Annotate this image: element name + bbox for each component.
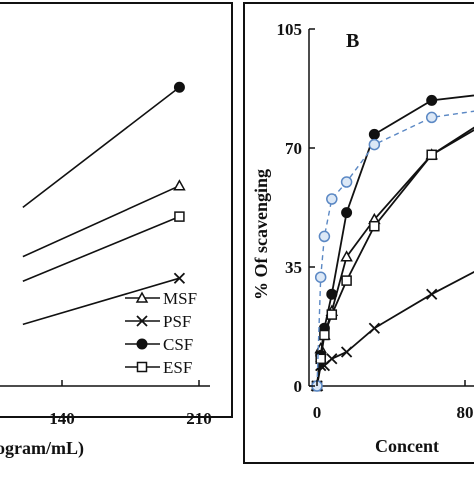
panel-b-y-tick-70: 70 bbox=[285, 139, 302, 158]
panel-a-point-psf bbox=[173, 272, 186, 284]
panel-b-y-tick-35: 35 bbox=[285, 258, 302, 277]
panel-b-point-psf-3 bbox=[326, 353, 338, 365]
panel-a-line-msf bbox=[22, 185, 180, 258]
panel-b-point-csf-3 bbox=[326, 288, 338, 300]
panel-b-point-standard-2 bbox=[318, 230, 331, 243]
panel-a-x-tick-210: 210 bbox=[186, 409, 212, 428]
panel-b-line-msf bbox=[316, 126, 474, 387]
panel-b-point-esf-3 bbox=[326, 309, 338, 320]
panel-b-line-psf bbox=[316, 270, 474, 387]
panel-b-ticks: 0 35 70 105 0 80 bbox=[277, 20, 474, 422]
panel-b-point-standard-4 bbox=[340, 176, 353, 188]
panel-b-y-axis-title: % Of scavenging bbox=[251, 169, 271, 300]
panel-b-plot bbox=[310, 94, 474, 392]
panel-b-point-csf-5 bbox=[368, 128, 380, 140]
panel-b-point-esf-1 bbox=[315, 353, 326, 365]
panel-a-line-esf bbox=[22, 215, 180, 283]
panel-b-line-esf bbox=[316, 129, 474, 387]
panel-b-x-tick-80: 80 bbox=[457, 403, 474, 422]
legend-label-esf: ESF bbox=[163, 358, 192, 377]
legend-item-csf: CSF bbox=[125, 335, 193, 354]
legend-label-psf: PSF bbox=[163, 312, 191, 331]
panel-b-point-standard-5 bbox=[368, 138, 381, 151]
legend-marker-csf bbox=[136, 338, 148, 350]
legend-item-esf: ESF bbox=[125, 358, 192, 377]
panel-a-x-axis-title: ogram/mL) bbox=[0, 438, 84, 459]
panel-b-point-csf-4 bbox=[341, 207, 353, 219]
panel-a-x-tick-140: 140 bbox=[49, 409, 75, 428]
panel-b-frame bbox=[243, 2, 474, 464]
panel-b-point-esf-4 bbox=[341, 275, 352, 286]
panel-b-point-csf-6 bbox=[426, 94, 438, 106]
legend-marker-esf bbox=[136, 361, 148, 373]
panel-a-point-csf bbox=[173, 81, 185, 93]
panel-a-line-csf bbox=[22, 86, 180, 208]
panel-b-line-csf bbox=[316, 94, 474, 387]
panel-b-point-esf-5 bbox=[369, 220, 380, 232]
panel-b-point-msf-4 bbox=[340, 250, 353, 262]
panel-b-point-standard-1 bbox=[314, 271, 327, 283]
panel-b-point-psf-5 bbox=[368, 322, 380, 334]
legend-marker-psf bbox=[136, 315, 148, 327]
panel-a-point-esf bbox=[174, 211, 185, 222]
legend-label-csf: CSF bbox=[163, 335, 193, 354]
legend-marker-msf bbox=[135, 291, 149, 303]
panel-b-line-standard bbox=[316, 110, 474, 387]
panel-b-x-axis-title: Concent bbox=[375, 436, 439, 456]
panel-a-legend: MSF PSF CSF ESF bbox=[125, 289, 197, 377]
legend-item-msf: MSF bbox=[125, 289, 197, 308]
panel-b-x-tick-0: 0 bbox=[313, 403, 322, 422]
panel-a-point-msf bbox=[173, 179, 186, 191]
panel-b-point-psf-6 bbox=[426, 288, 438, 300]
legend-item-psf: PSF bbox=[125, 312, 191, 331]
panel-b-point-standard-3 bbox=[326, 193, 338, 205]
panel-b-y-tick-0: 0 bbox=[294, 377, 303, 396]
panel-b-point-standard-6 bbox=[425, 111, 438, 124]
panel-a-line-psf bbox=[22, 277, 180, 326]
panel-b-letter: B bbox=[346, 30, 359, 52]
panel-a-frame bbox=[0, 2, 233, 418]
panel-a-plot bbox=[22, 81, 200, 386]
panel-b-point-esf-6 bbox=[426, 149, 437, 161]
panel-b-point-esf-2 bbox=[319, 329, 330, 341]
panel-b-point-psf-4 bbox=[340, 346, 353, 358]
panel-b-y-tick-105: 105 bbox=[277, 20, 303, 39]
legend-label-msf: MSF bbox=[163, 289, 197, 308]
